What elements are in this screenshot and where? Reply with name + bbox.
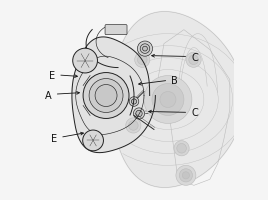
Polygon shape <box>72 38 155 153</box>
Circle shape <box>136 111 142 117</box>
Text: C: C <box>152 52 198 62</box>
Circle shape <box>126 118 141 133</box>
Circle shape <box>73 49 98 74</box>
Circle shape <box>177 144 186 153</box>
Circle shape <box>189 56 198 65</box>
Text: E: E <box>49 70 77 80</box>
Circle shape <box>137 56 147 65</box>
Circle shape <box>95 85 117 107</box>
Circle shape <box>144 76 192 124</box>
Circle shape <box>83 73 129 119</box>
Circle shape <box>143 47 147 52</box>
Circle shape <box>129 121 138 131</box>
Circle shape <box>89 137 97 145</box>
Circle shape <box>89 79 123 113</box>
Text: C: C <box>149 108 198 118</box>
Circle shape <box>186 53 201 68</box>
Circle shape <box>129 97 139 107</box>
Circle shape <box>86 134 100 148</box>
Circle shape <box>152 84 184 116</box>
Circle shape <box>176 166 196 185</box>
Circle shape <box>135 53 150 68</box>
Circle shape <box>179 169 192 182</box>
Circle shape <box>83 130 103 151</box>
Circle shape <box>80 56 90 66</box>
Circle shape <box>140 45 150 54</box>
Text: A: A <box>45 90 79 100</box>
FancyBboxPatch shape <box>105 26 127 35</box>
Polygon shape <box>112 12 244 188</box>
Circle shape <box>76 53 94 70</box>
Circle shape <box>133 108 144 119</box>
Text: E: E <box>51 133 83 144</box>
Circle shape <box>160 92 176 108</box>
Circle shape <box>131 99 137 105</box>
Text: B: B <box>139 75 178 86</box>
Circle shape <box>137 42 152 57</box>
Circle shape <box>182 172 189 179</box>
Circle shape <box>174 141 189 156</box>
